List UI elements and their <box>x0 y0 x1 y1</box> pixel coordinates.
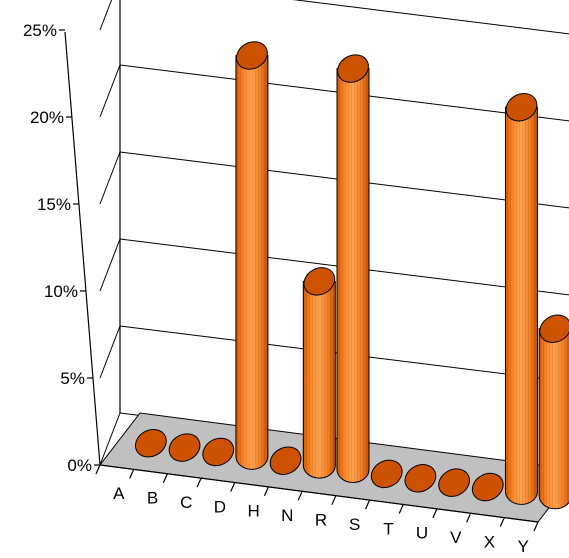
y-tick-label: 5% <box>60 369 85 388</box>
bar-A-top <box>134 428 167 458</box>
y-tick-label: 20% <box>30 108 64 127</box>
x-tick-mark <box>95 464 101 475</box>
gridline-left-wall <box>99 64 121 118</box>
x-tick-mark <box>364 499 371 510</box>
x-tick-label: D <box>214 497 226 516</box>
x-tick-mark <box>398 504 404 514</box>
bars <box>134 41 569 510</box>
x-tick-mark <box>263 486 270 497</box>
bar-D-top <box>236 41 268 70</box>
gridline-left-wall <box>99 0 113 31</box>
gridline-left-wall <box>99 325 121 379</box>
axes <box>59 29 539 532</box>
bar-X-texture <box>505 107 538 505</box>
x-tick-mark <box>230 482 236 492</box>
x-tick-label: N <box>281 506 293 525</box>
x-tick-label: U <box>416 524 428 543</box>
y-tick-label: 10% <box>44 282 78 301</box>
x-tick-label: B <box>147 489 158 508</box>
x-tick-label: Y <box>517 537 528 556</box>
x-axis <box>99 464 539 523</box>
bar-T-top <box>404 464 437 493</box>
bar-N-texture <box>303 281 336 479</box>
x-tick-mark <box>196 477 202 488</box>
y-tick-label: 25% <box>23 21 57 40</box>
bar-D-texture <box>235 55 268 470</box>
bar-U-top <box>438 468 470 497</box>
x-tick-label: H <box>247 502 259 521</box>
gridline-left-wall <box>99 151 121 205</box>
bar-X-top <box>505 93 538 122</box>
x-tick-mark <box>162 473 168 484</box>
y-axis-front <box>64 31 101 466</box>
bar-H-top <box>269 446 302 475</box>
x-tick-mark <box>331 495 337 505</box>
bar-Y-texture <box>539 328 569 509</box>
bar-Y-top <box>539 314 569 343</box>
bar-C-top <box>202 437 235 467</box>
bar-R-top <box>337 54 369 83</box>
bar-B-top <box>168 433 201 462</box>
x-tick-mark <box>466 512 472 523</box>
gridline-left-wall <box>99 238 121 292</box>
x-tick-mark <box>297 491 303 501</box>
gridline-back-wall <box>292 0 569 35</box>
y-tick-label: 15% <box>37 195 71 214</box>
bar-R-texture <box>337 68 369 483</box>
y-tick-label: 0% <box>67 456 92 475</box>
x-tick-mark <box>499 517 505 527</box>
x-tick-label: T <box>383 519 393 538</box>
tick-labels: 0% 5% 10% 15% 20% 25% A B C D H N R S T U V X Y <box>23 21 529 556</box>
x-tick-mark <box>432 508 438 519</box>
x-tick-label: A <box>113 484 125 503</box>
x-tick-label: C <box>180 493 192 512</box>
bar-S-top <box>370 459 403 489</box>
x-tick-mark <box>129 469 135 479</box>
x-tick-label: X <box>484 532 495 551</box>
x-tick-mark <box>533 521 539 532</box>
x-tick-label: V <box>450 528 462 547</box>
bar-N-top <box>303 267 336 296</box>
x-tick-label: S <box>349 515 360 534</box>
gridline-left-wall <box>99 412 121 466</box>
x-tick-label: R <box>315 511 327 530</box>
bar-V-top <box>471 472 504 502</box>
